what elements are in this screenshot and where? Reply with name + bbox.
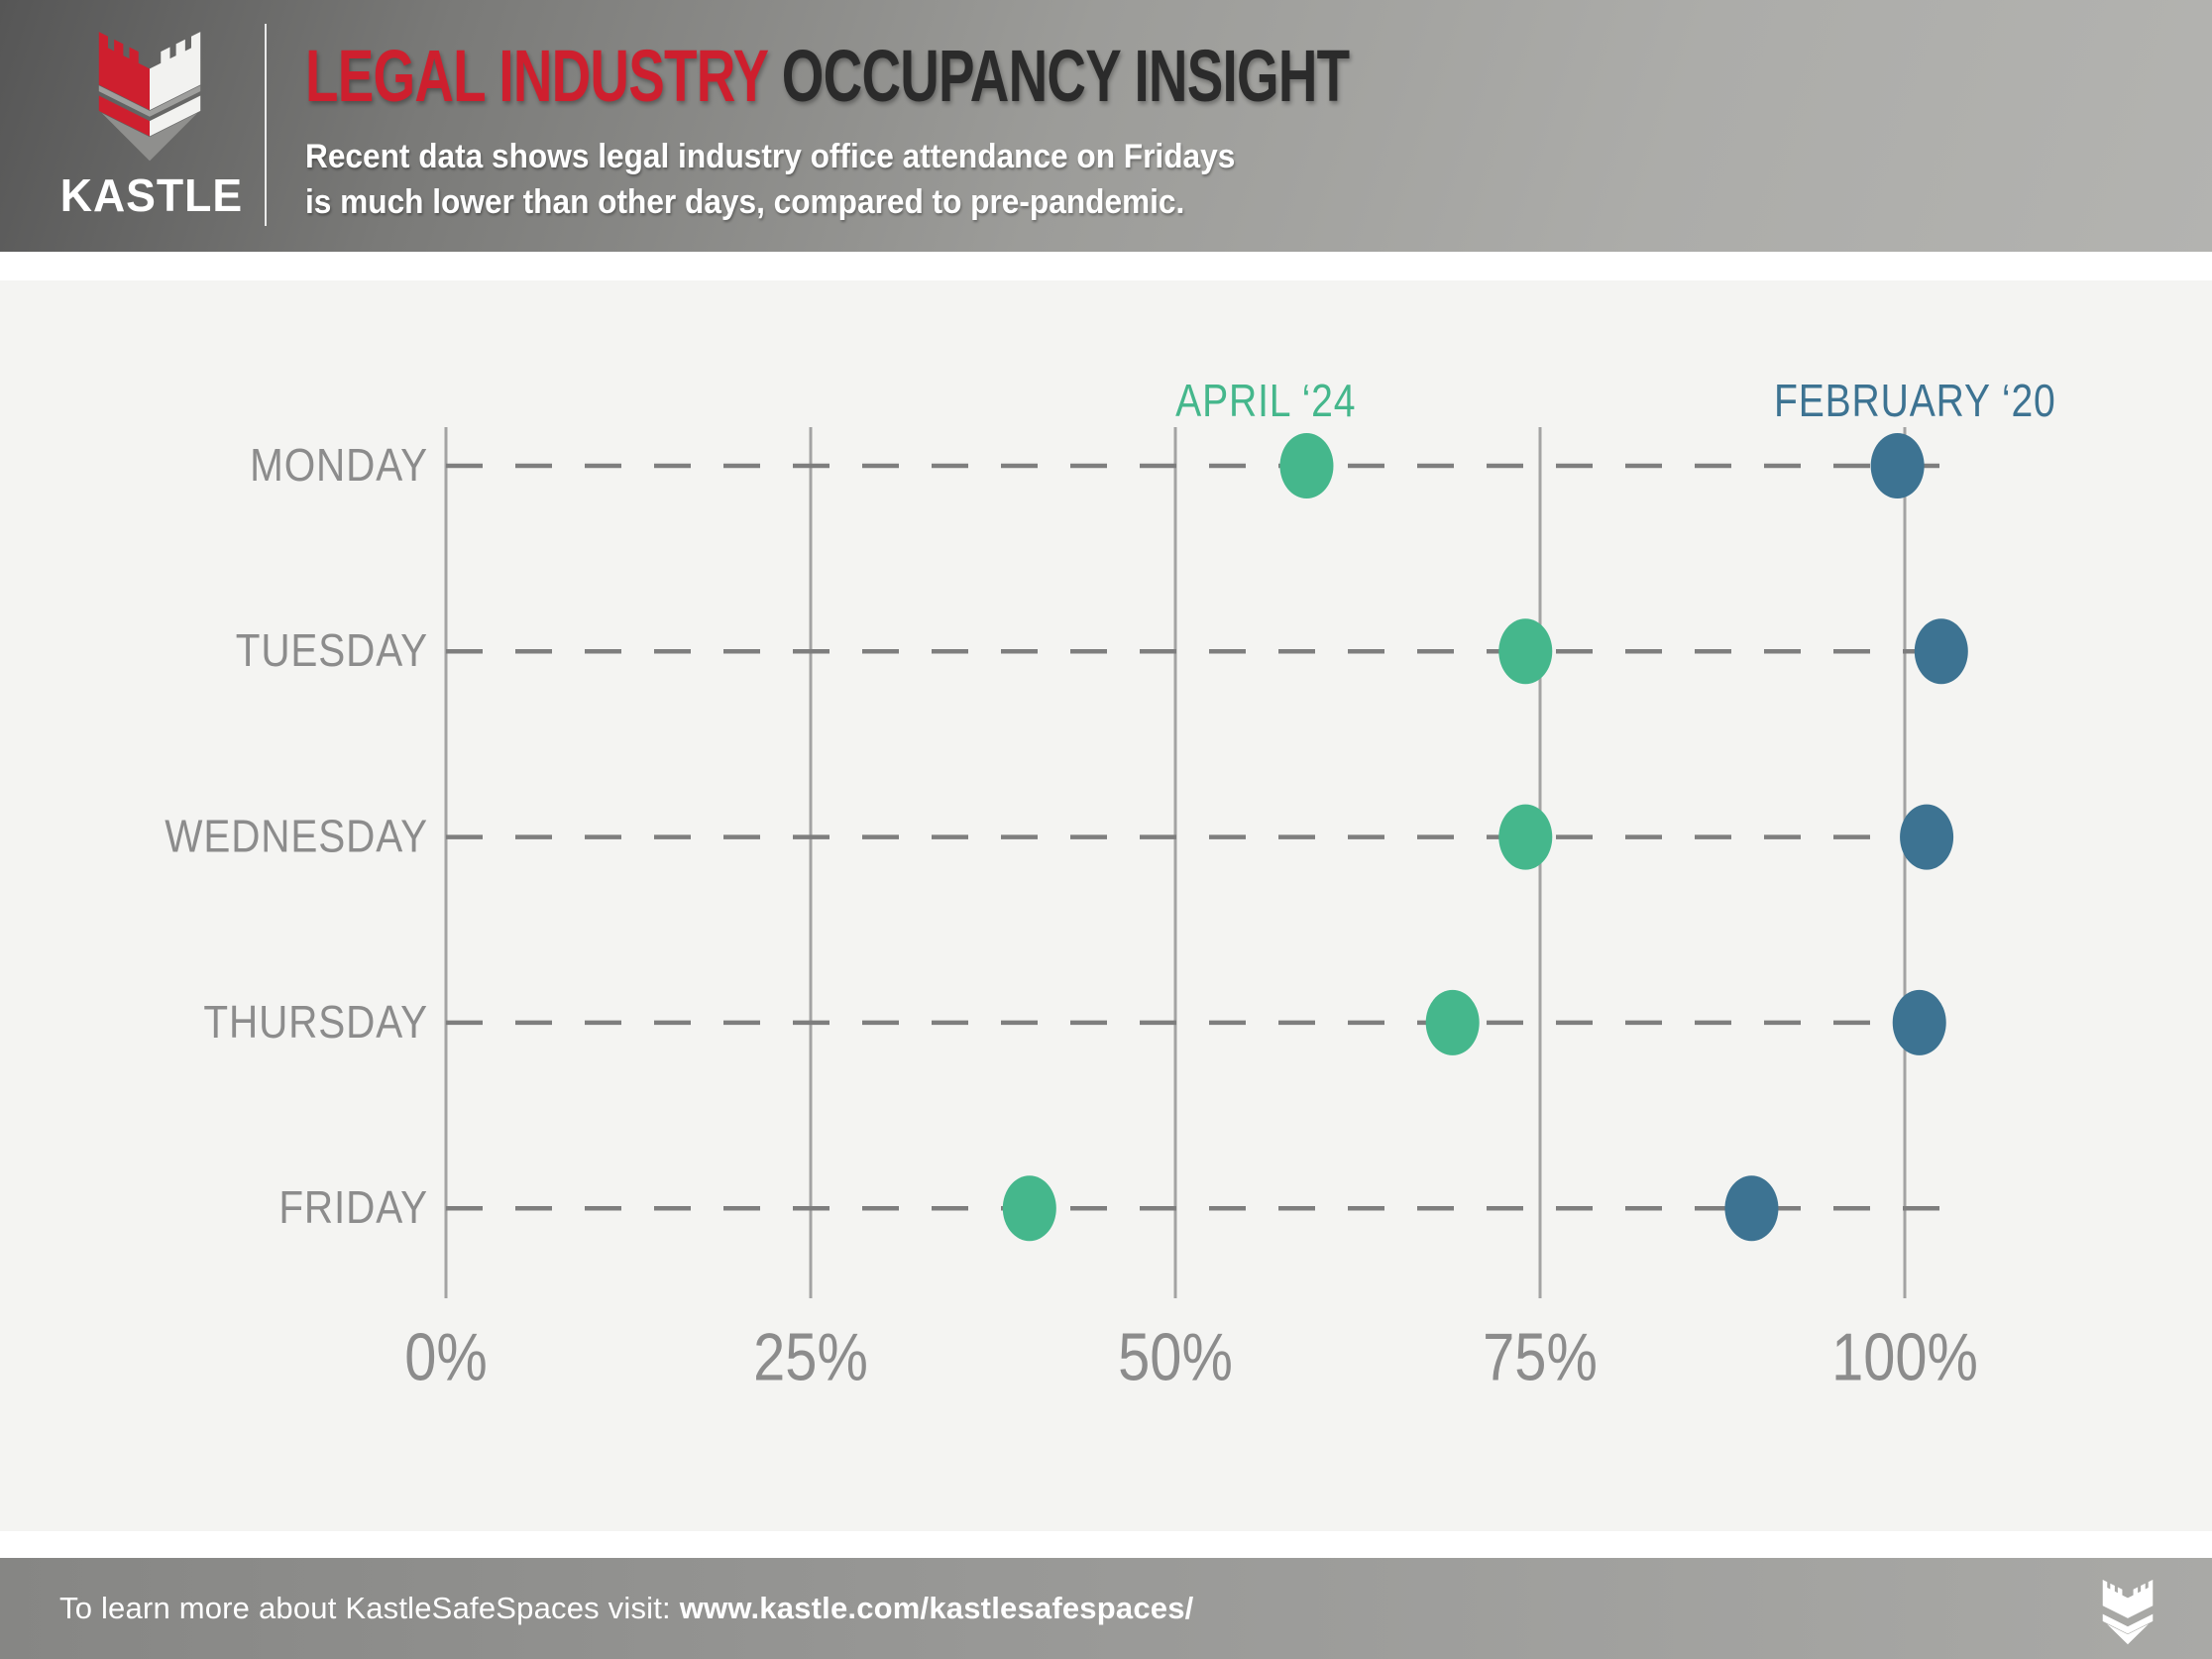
page-title: LEGAL INDUSTRY OCCUPANCY INSIGHT: [305, 40, 1350, 113]
header-divider: [265, 24, 267, 226]
castle-logo-icon: [98, 32, 200, 162]
header-text: LEGAL INDUSTRY OCCUPANCY INSIGHT Recent …: [305, 40, 1715, 225]
dot-february-20-wednesday: [1900, 804, 1954, 870]
dot-april-24-tuesday: [1498, 618, 1553, 685]
x-tick-label-75: 75%: [1483, 1320, 1598, 1394]
x-tick-label-50: 50%: [1118, 1320, 1233, 1394]
white-strip-bottom: [0, 1531, 2212, 1558]
kastle-logo: KASTLE: [57, 16, 244, 222]
dot-february-20-thursday: [1892, 989, 1946, 1055]
y-label-friday: FRIDAY: [278, 1183, 428, 1234]
x-tick-label-25: 25%: [753, 1320, 868, 1394]
page-subtitle: Recent data shows legal industry office …: [305, 135, 1617, 225]
subtitle-line-2: is much lower than other days, compared …: [305, 182, 1185, 221]
x-tick-label-100: 100%: [1831, 1320, 1978, 1394]
footer-castle-icon: [2102, 1579, 2154, 1645]
y-label-monday: MONDAY: [250, 441, 428, 492]
dot-april-24-friday: [1002, 1175, 1056, 1242]
dot-february-20-monday: [1870, 433, 1925, 498]
chart-area: 0% 25% 50% 75% 100% MONDAY TUESDAY WEDNESDAY THU…: [0, 280, 2212, 1531]
footer-text: To learn more about KastleSafeSpaces vis…: [59, 1591, 1193, 1626]
subtitle-line-1: Recent data shows legal industry office …: [305, 138, 1236, 175]
footer-label: To learn more about KastleSafeSpaces vis…: [59, 1591, 680, 1625]
dot-april-24-thursday: [1425, 989, 1480, 1055]
dot-february-20-friday: [1724, 1175, 1779, 1242]
y-label-tuesday: TUESDAY: [236, 626, 428, 677]
y-label-wednesday: WEDNESDAY: [165, 812, 428, 862]
dot-april-24-monday: [1279, 433, 1334, 498]
dot-february-20-tuesday: [1914, 618, 1968, 685]
header-banner: KASTLE LEGAL INDUSTRY OCCUPANCY INSIGHT …: [0, 0, 2212, 252]
x-tick-label-0: 0%: [404, 1320, 488, 1394]
brand-name: KASTLE: [59, 169, 244, 221]
title-highlight: LEGAL INDUSTRY: [305, 35, 768, 117]
legend-april-24: APRIL ‘24: [1175, 376, 1356, 427]
footer-link[interactable]: www.kastle.com/kastlesafespaces/: [679, 1591, 1194, 1625]
footer-banner: To learn more about KastleSafeSpaces vis…: [0, 1558, 2212, 1659]
occupancy-dot-plot: 0% 25% 50% 75% 100% MONDAY TUESDAY WEDNESDAY THU…: [165, 376, 2056, 1395]
white-strip-top: [0, 252, 2212, 280]
legend-february-20: FEBRUARY ‘20: [1774, 376, 2056, 427]
dot-april-24-wednesday: [1498, 804, 1553, 870]
y-label-thursday: THURSDAY: [203, 997, 428, 1048]
title-rest: OCCUPANCY INSIGHT: [781, 35, 1350, 117]
